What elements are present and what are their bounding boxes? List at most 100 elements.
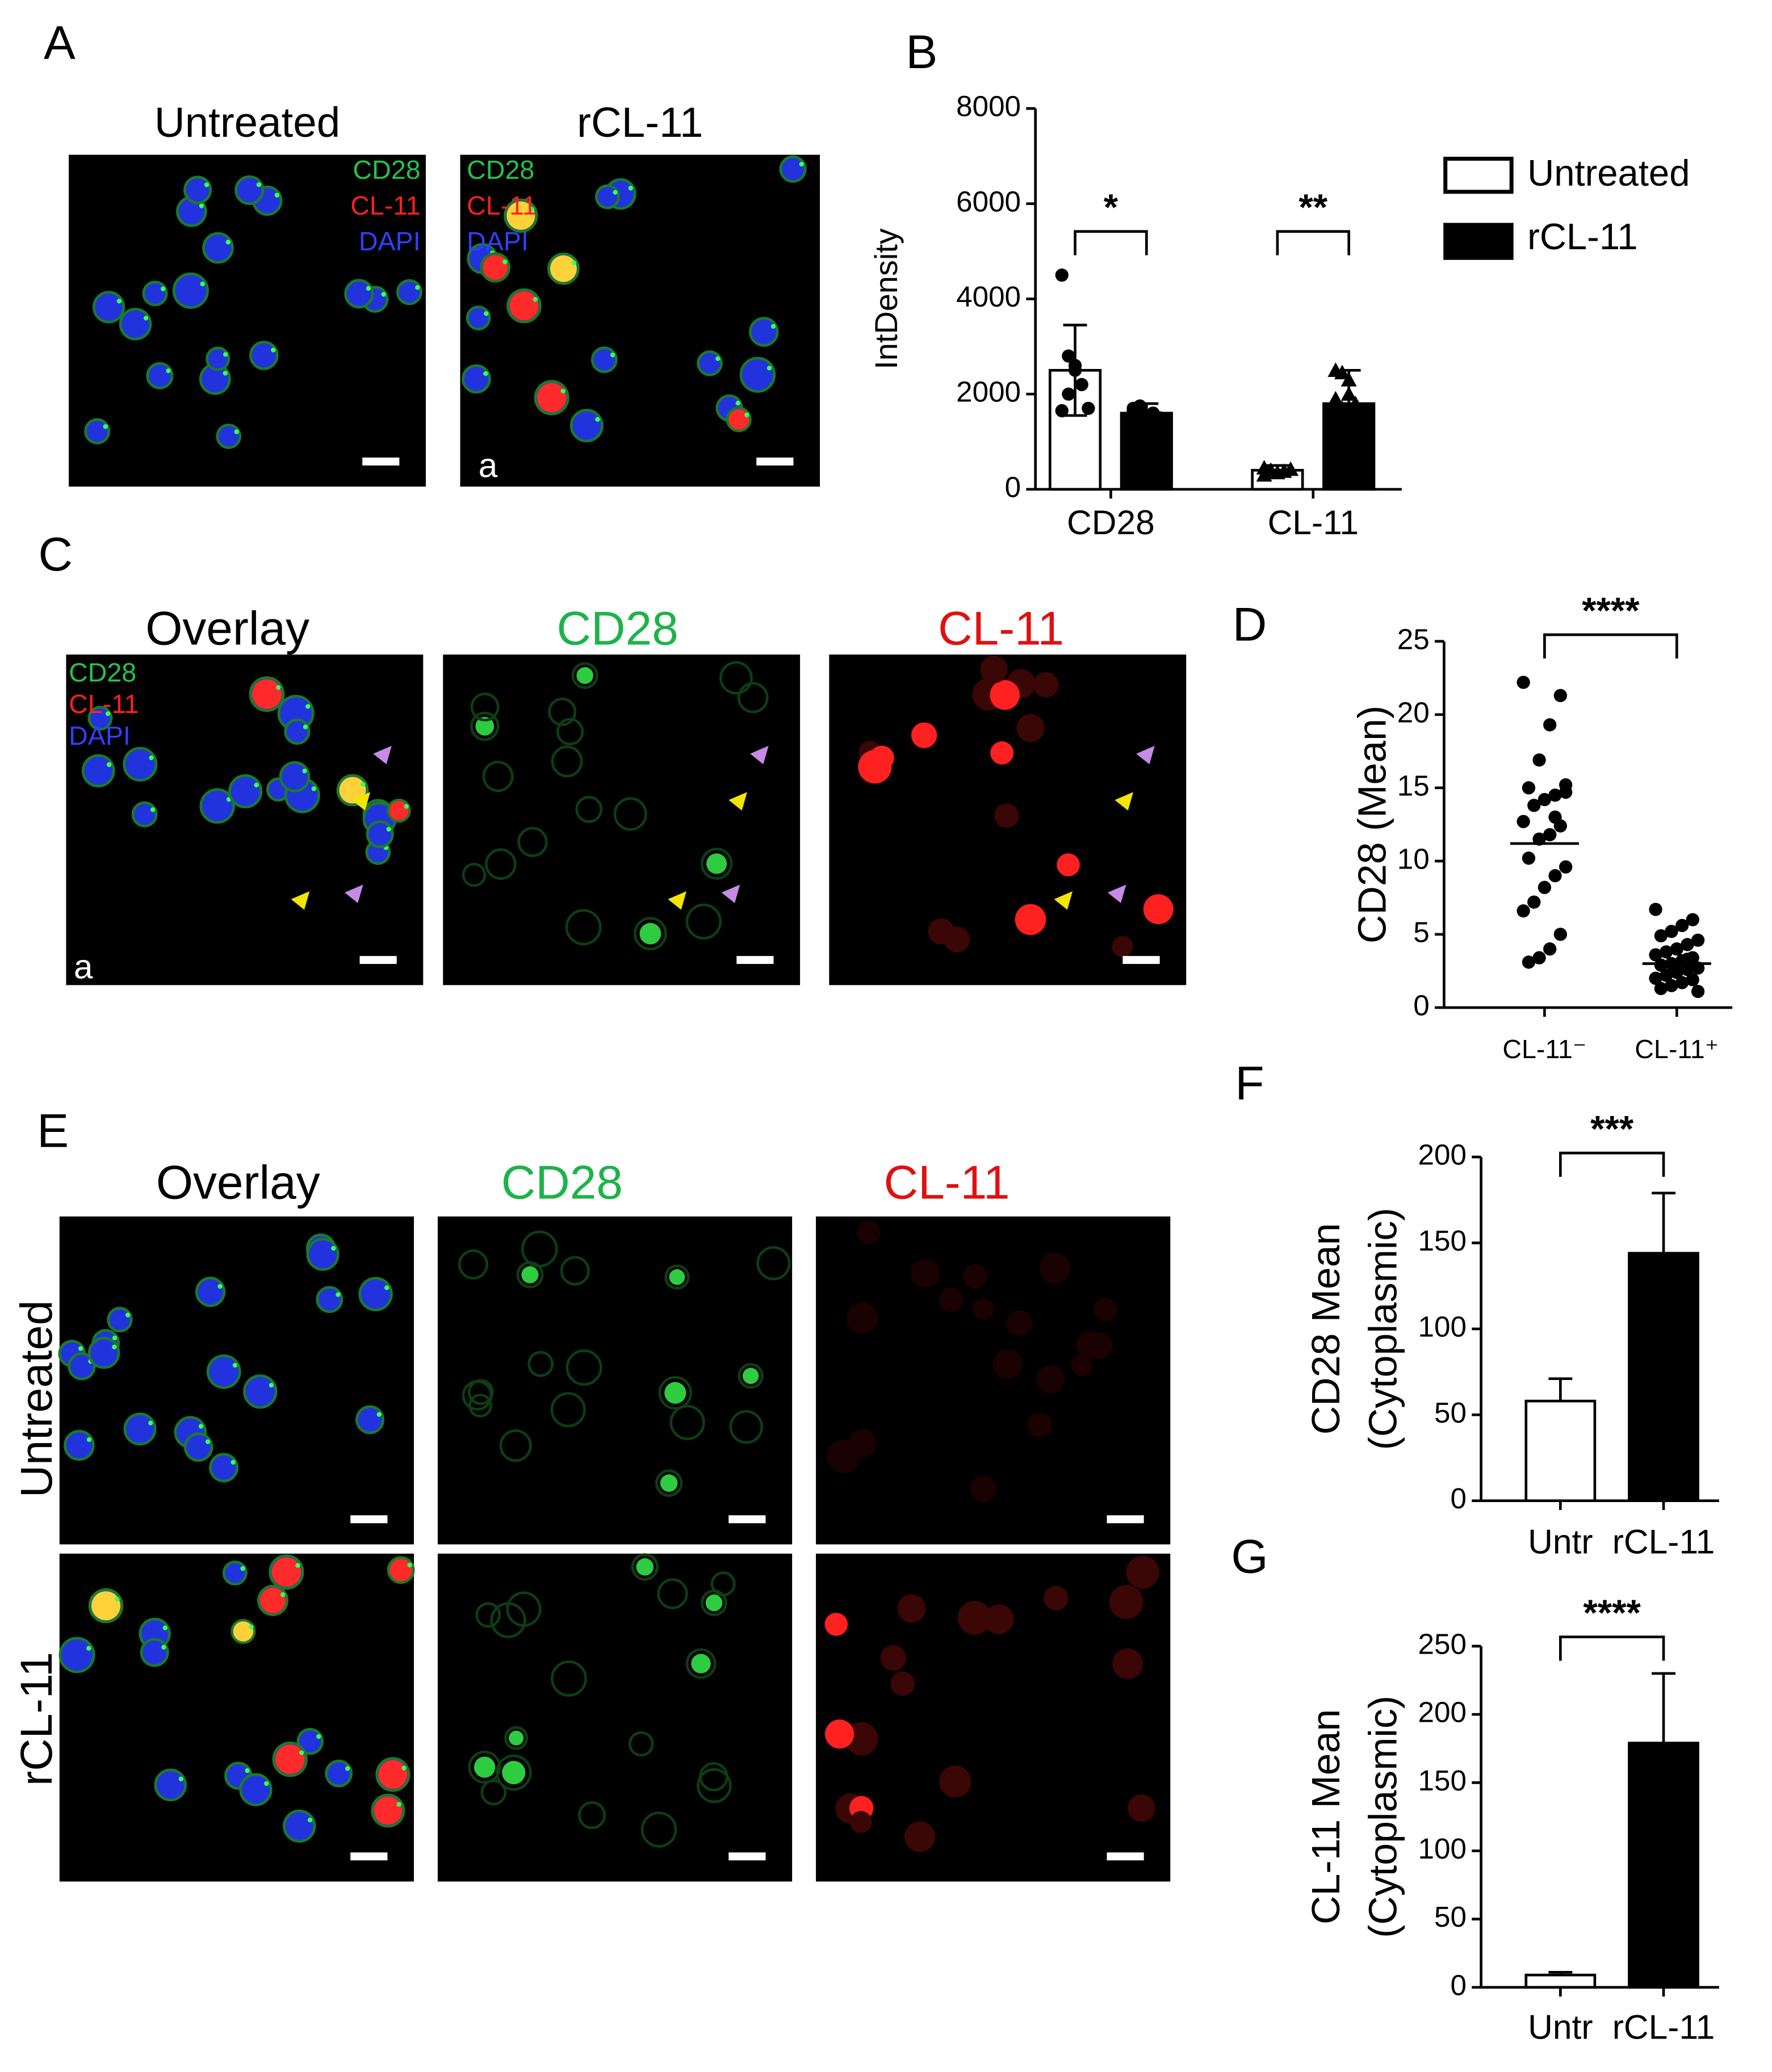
y-tick-label: 10 (1397, 842, 1430, 875)
cell-signal (233, 1621, 254, 1642)
cell-dot (269, 1382, 274, 1388)
cell (470, 711, 500, 741)
y-tick-label: 5 (1413, 916, 1430, 948)
error-bar (1652, 1672, 1675, 1743)
bar (1524, 1973, 1597, 1989)
data-point (1340, 372, 1357, 387)
cell-nucleus (243, 1374, 278, 1409)
cell-dot (770, 324, 776, 329)
cell (1109, 1585, 1143, 1620)
cell-signal (474, 1756, 496, 1778)
data-point (1670, 942, 1683, 956)
cell-nucleus (779, 155, 807, 183)
significance-label: **** (1582, 590, 1640, 631)
cell-nucleus (569, 409, 604, 443)
cell (719, 661, 753, 695)
x-tick-label: Untr (1528, 2007, 1593, 2046)
data-point (1559, 860, 1573, 874)
cell (521, 1230, 558, 1268)
cell-nucleus (154, 1768, 187, 1802)
channel-label: CL-11 (69, 689, 139, 719)
cell-dot (276, 685, 281, 690)
cell-dot (303, 724, 308, 729)
cell-dot (396, 1802, 401, 1807)
cell (548, 697, 577, 726)
arrowhead (1115, 792, 1134, 811)
row-label: Untreated (11, 1300, 61, 1498)
cell-nucleus (183, 175, 212, 204)
cell (1143, 894, 1174, 925)
cell-nucleus (228, 774, 263, 809)
cell (1033, 672, 1059, 698)
scale-bar (359, 956, 397, 964)
cell-dot (307, 1817, 313, 1823)
channel-label: CD28 (467, 155, 534, 184)
cell (485, 848, 517, 880)
cell-nucleus (306, 1238, 340, 1271)
cell (1094, 1297, 1117, 1322)
cell (458, 1249, 489, 1280)
significance-bracket (1543, 633, 1678, 659)
cell (824, 1613, 848, 1636)
data-point (1153, 411, 1167, 425)
data-point (1681, 938, 1694, 951)
cell-signal (537, 383, 567, 413)
cell-nucleus (296, 1727, 324, 1755)
cell (1027, 1412, 1053, 1438)
cell (857, 1220, 881, 1244)
cell-nucleus (206, 346, 231, 371)
cell (738, 1363, 764, 1389)
cell-signal (705, 1594, 723, 1612)
x-tick-label: CD28 (1067, 503, 1155, 542)
cell-dot (103, 424, 108, 429)
cell (962, 1264, 987, 1289)
data-point (1654, 958, 1668, 972)
cell-nucleus (206, 1354, 241, 1389)
cell (700, 848, 733, 880)
cell (634, 917, 667, 951)
data-point (1654, 982, 1668, 996)
data-point (1649, 903, 1662, 916)
data-point (1532, 951, 1546, 964)
x-tick-label: CL-11 (1268, 503, 1359, 542)
cell (990, 741, 1014, 765)
cell-dot (381, 292, 386, 297)
cell-signal (576, 667, 594, 684)
cell-dot (715, 356, 720, 361)
cell-dot (264, 1781, 269, 1786)
cell-signal (374, 1796, 403, 1825)
cell-signal (91, 1591, 121, 1621)
cell-nucleus (64, 1429, 95, 1461)
arrowhead (1107, 884, 1126, 903)
cell-nucleus (146, 362, 174, 389)
data-point (1133, 399, 1147, 413)
y-tick-label: 150 (1418, 1764, 1466, 1797)
error-bar (1652, 1192, 1675, 1253)
scale-bar (736, 956, 774, 964)
significance-bracket (1559, 1151, 1665, 1177)
data-point (1527, 895, 1541, 909)
cell-dot (86, 1437, 92, 1442)
cell-dot (613, 190, 618, 195)
significance-label: *** (1590, 1108, 1634, 1150)
cell-nucleus (195, 1277, 226, 1307)
cell-nucleus (697, 350, 723, 376)
cell-dot (199, 203, 204, 208)
data-point (1354, 405, 1370, 420)
panel-letter: F (1235, 1056, 1264, 1110)
cell-nucleus (68, 1352, 96, 1381)
cell (1039, 1252, 1071, 1284)
cell-dot (205, 1439, 211, 1445)
scale-bar (756, 458, 794, 465)
cell (980, 655, 1008, 683)
y-tick-label: 50 (1434, 1396, 1467, 1429)
cell-nucleus (239, 1773, 273, 1806)
cell-nucleus (355, 1405, 384, 1435)
cell (517, 827, 548, 857)
cell (849, 1811, 872, 1834)
data-point (1517, 815, 1530, 828)
data-point (1055, 404, 1069, 418)
cell-dot (150, 807, 156, 812)
cell (939, 1287, 964, 1312)
data-point (1665, 979, 1678, 992)
